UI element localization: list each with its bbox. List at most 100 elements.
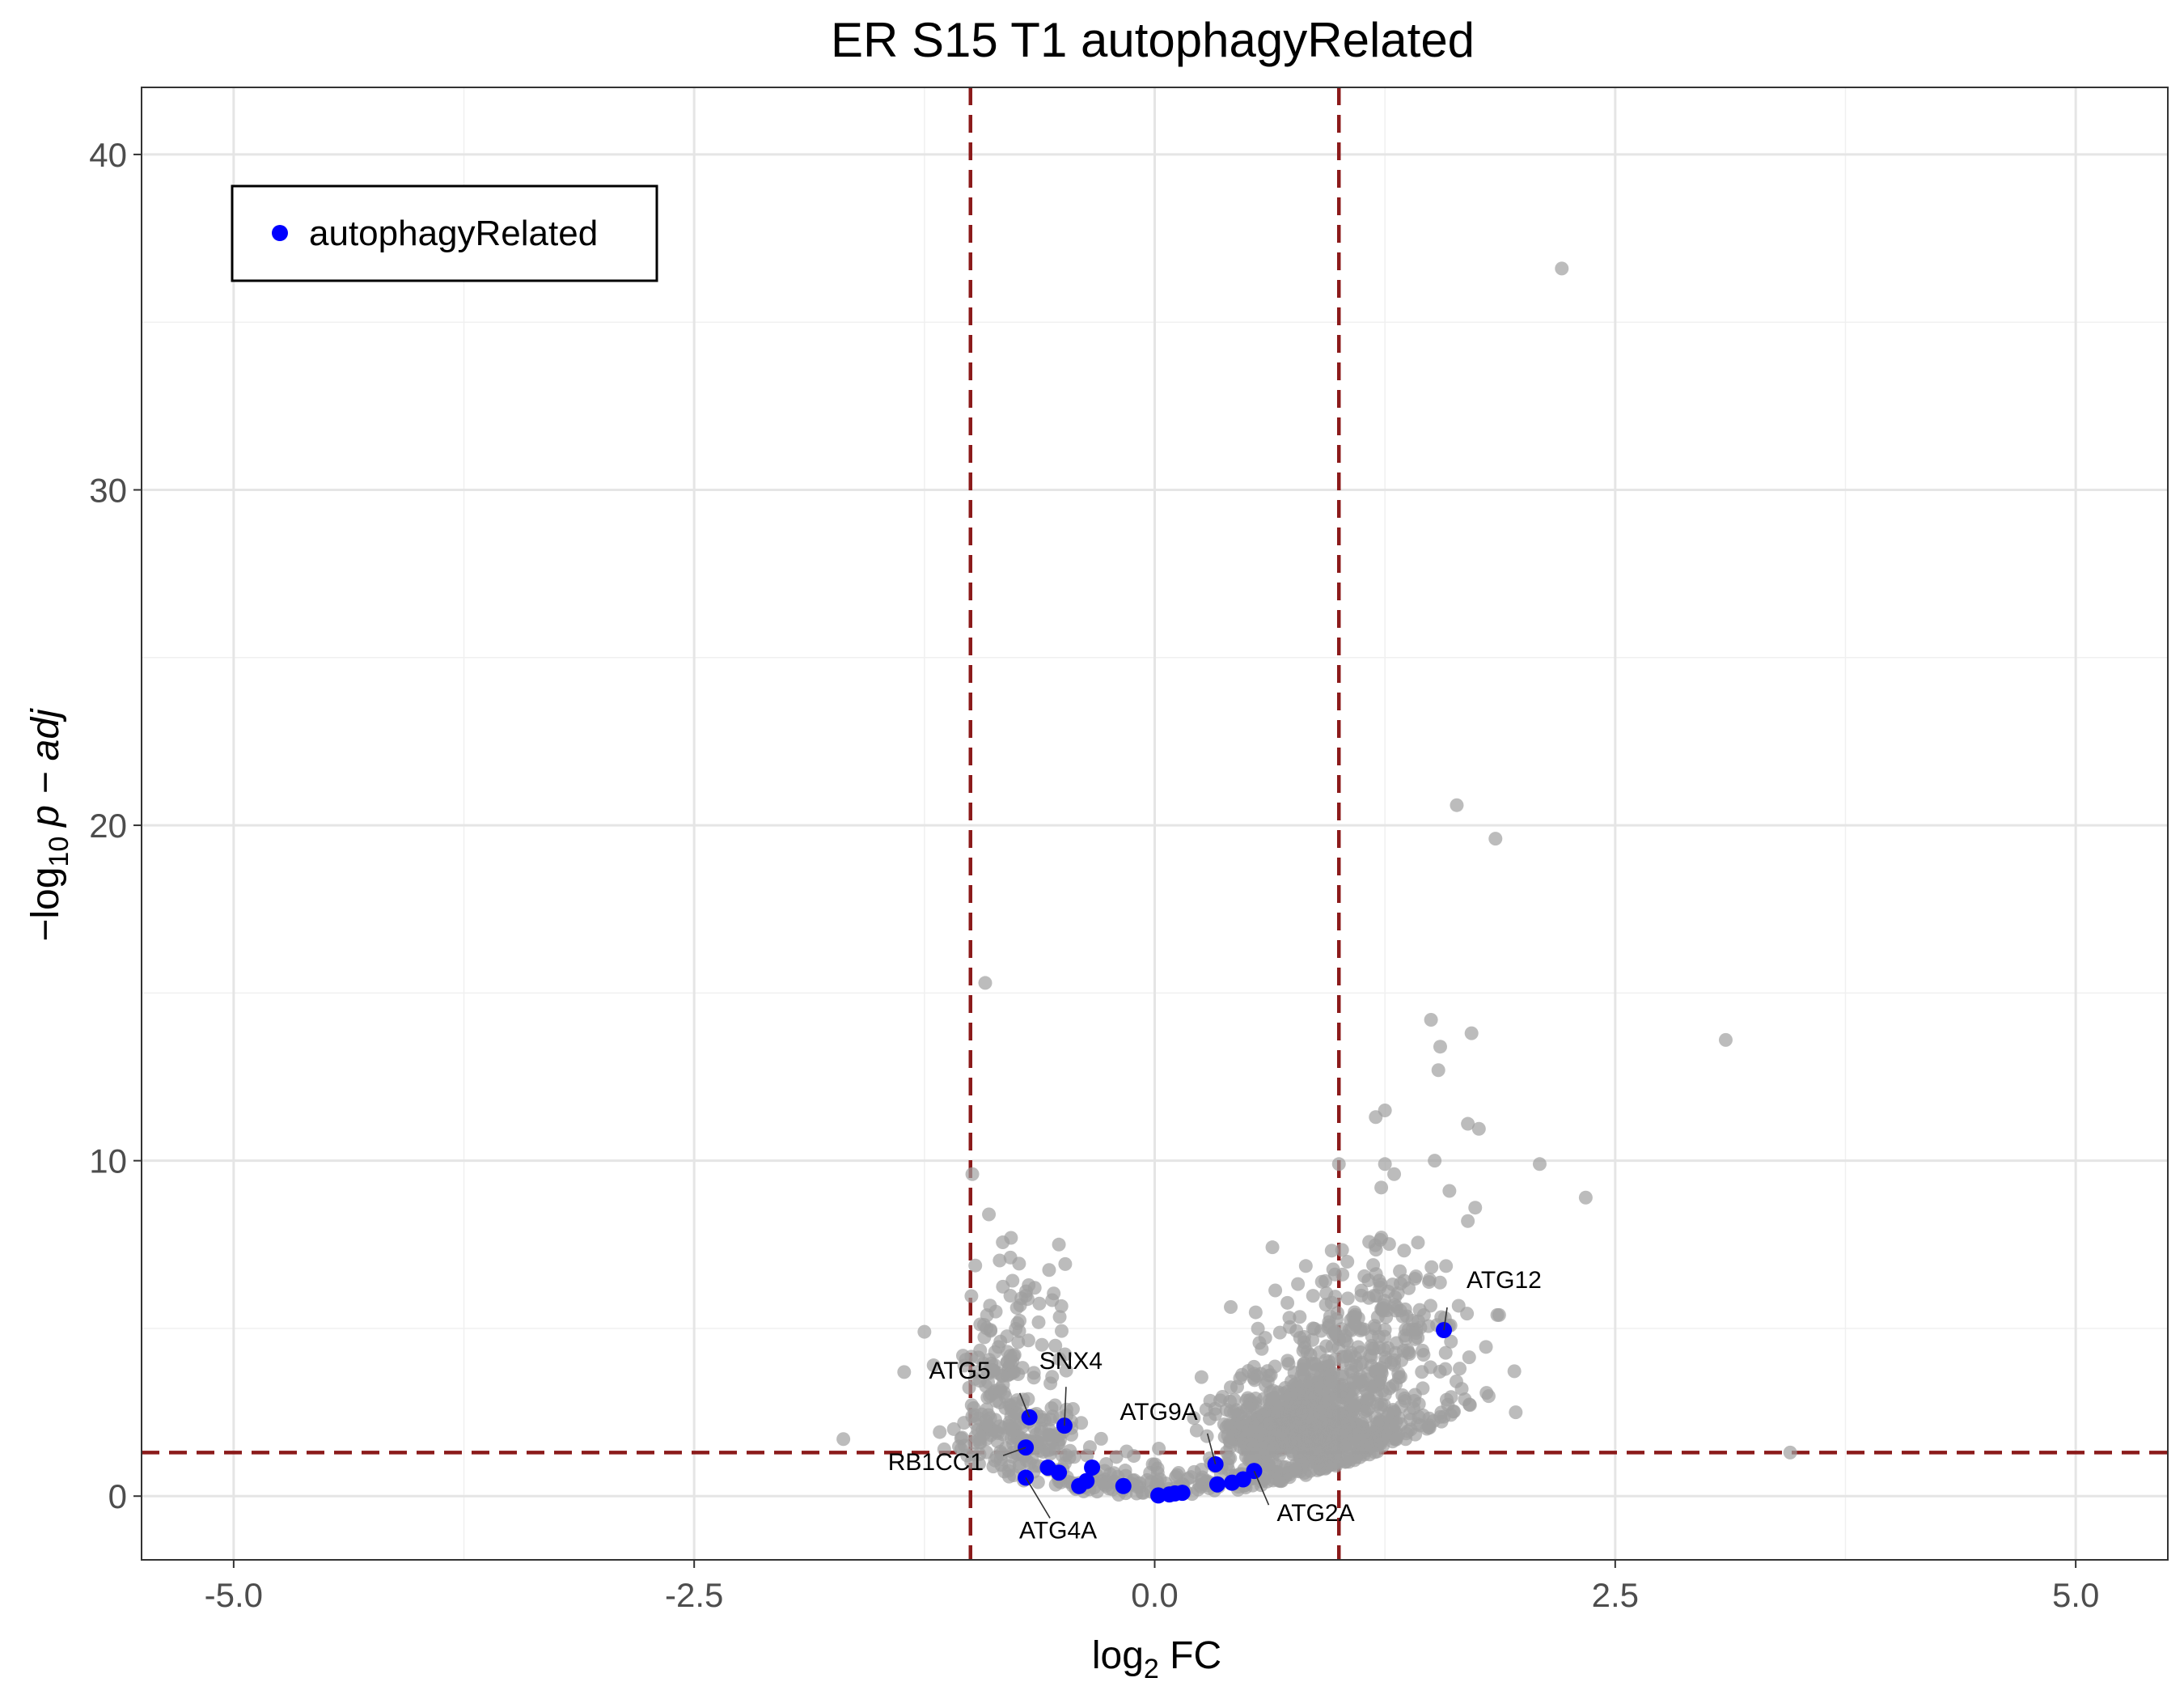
gene-point [1202, 1412, 1217, 1426]
gene-point [1224, 1300, 1238, 1315]
gene-label: ATG9A [1120, 1399, 1198, 1426]
gene-point [1318, 1394, 1332, 1409]
gene-point [1368, 1364, 1382, 1379]
gene-point [1378, 1388, 1392, 1402]
gene-point [926, 1358, 941, 1373]
y-axis-ticks: 0 10 20 30 40 [89, 136, 142, 1515]
gene-point [1461, 1214, 1475, 1228]
gene-point [1306, 1321, 1320, 1336]
gene-point [933, 1425, 947, 1439]
gene-point [1194, 1370, 1208, 1384]
gene-point [982, 1207, 997, 1222]
gene-point [1289, 1324, 1304, 1338]
gene-point [1361, 1438, 1375, 1453]
gene-point [954, 1431, 968, 1446]
gene-point [897, 1365, 912, 1379]
gene-point [1219, 1402, 1234, 1417]
gene-point [1460, 1307, 1475, 1321]
gene-point [1400, 1343, 1415, 1358]
gene-point [979, 1379, 993, 1393]
gene-point [1080, 1448, 1094, 1463]
gene-point [1347, 1402, 1361, 1417]
gene-point [1310, 1419, 1325, 1434]
gene-point [1052, 1352, 1067, 1366]
gene-point [1438, 1345, 1453, 1360]
gene-point [1349, 1358, 1364, 1373]
gene-point [1532, 1157, 1547, 1172]
gene-point [1052, 1237, 1066, 1252]
gene-point [1263, 1417, 1277, 1431]
gene-point [1048, 1338, 1063, 1353]
gene-point [1032, 1296, 1047, 1311]
gene-point [1189, 1423, 1204, 1438]
gene-point [1013, 1313, 1027, 1328]
gene-point [1248, 1305, 1263, 1320]
gene-point [1004, 1358, 1018, 1373]
gene-point [1294, 1425, 1309, 1439]
gene-point [1311, 1433, 1326, 1447]
gene-point [1335, 1267, 1350, 1282]
gene-point [1303, 1399, 1318, 1413]
chart-title: ER S15 T1 autophagyRelated [831, 13, 1475, 67]
gene-label: ATG12 [1467, 1267, 1542, 1294]
gene-point [1488, 832, 1503, 846]
gene-point [1439, 1392, 1454, 1407]
gene-label: ATG2A [1276, 1500, 1354, 1527]
gene-point [1421, 1319, 1436, 1333]
legend-box [231, 184, 658, 282]
gene-point [1450, 798, 1464, 812]
gene-point [1200, 1429, 1214, 1443]
gene-point [1415, 1365, 1429, 1379]
gene-point [1433, 1040, 1447, 1054]
gene-point [1352, 1372, 1366, 1387]
gene-point [1059, 1363, 1073, 1378]
gene-point [1293, 1310, 1307, 1324]
gene-point [1058, 1256, 1073, 1271]
autophagy-gene-point [1051, 1464, 1068, 1481]
gene-point [1783, 1445, 1797, 1460]
x-axis-ticks: -5.0 -2.5 0.0 2.5 5.0 [205, 1560, 2099, 1614]
gene-point [1444, 1408, 1458, 1422]
gene-point [1397, 1391, 1412, 1405]
label-leader [1443, 1307, 1448, 1331]
gene-point [1261, 1462, 1276, 1477]
gene-point [1433, 1275, 1447, 1290]
gene-point [1409, 1326, 1424, 1341]
gene-point [1052, 1310, 1067, 1324]
gene-point [1094, 1431, 1108, 1446]
x-tick-label: 0.0 [1131, 1576, 1178, 1614]
gene-point [964, 1289, 979, 1303]
gene-point [1281, 1417, 1296, 1431]
gene-point [1442, 1184, 1457, 1198]
gene-point [1369, 1110, 1383, 1125]
gene-point [1260, 1364, 1275, 1379]
autophagy-gene-point [1166, 1485, 1183, 1502]
gene-point [1318, 1461, 1333, 1476]
gene-point [1009, 1406, 1023, 1421]
gene-point [1367, 1319, 1382, 1333]
gene-point [1294, 1368, 1309, 1383]
gene-point [1258, 1331, 1272, 1345]
gene-point [965, 1167, 980, 1181]
gene-point [1433, 1364, 1447, 1379]
gene-point [1059, 1402, 1073, 1417]
gene-point [946, 1421, 961, 1436]
gene-point [1000, 1329, 1014, 1344]
gene-point [1369, 1243, 1383, 1257]
gene-point [996, 1279, 1010, 1294]
gene-point [1342, 1455, 1357, 1469]
gene-point [1439, 1259, 1454, 1273]
gene-point [1248, 1451, 1263, 1465]
gene-point [1223, 1451, 1238, 1465]
gene-point [1054, 1299, 1069, 1313]
label-leader [1206, 1433, 1217, 1465]
legend-marker [272, 225, 288, 241]
gene-point [1148, 1457, 1162, 1472]
gene-point [1389, 1430, 1403, 1444]
gene-point [988, 1304, 1003, 1319]
gene-point [1331, 1443, 1345, 1458]
x-tick-label: -2.5 [665, 1576, 723, 1614]
gene-point [1035, 1445, 1050, 1460]
label-leader [1018, 1392, 1031, 1418]
gene-point [1335, 1243, 1349, 1257]
